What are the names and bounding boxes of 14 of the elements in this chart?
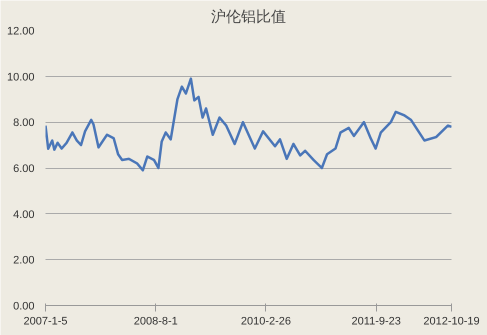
y-tick-label: 2.00 <box>13 254 35 267</box>
y-tick-label: 4.00 <box>13 208 35 221</box>
y-tick-label: 0.00 <box>13 300 35 312</box>
y-tick-label: 10.00 <box>6 71 35 84</box>
line-series <box>46 77 452 172</box>
x-tick-label: 2010-2-26 <box>240 316 292 328</box>
chart-title: 沪伦铝比值 <box>211 8 286 26</box>
y-tick-label: 6.00 <box>13 163 35 175</box>
x-tick-label: 2007-1-5 <box>23 316 68 328</box>
x-tick-label: 2012-10-19 <box>423 316 480 328</box>
x-tick-label: 2008-8-1 <box>134 316 178 328</box>
y-tick-label: 12.00 <box>6 26 35 38</box>
x-tick-label: 2011-9-23 <box>352 316 401 328</box>
y-tick-label: 8.00 <box>13 117 35 130</box>
